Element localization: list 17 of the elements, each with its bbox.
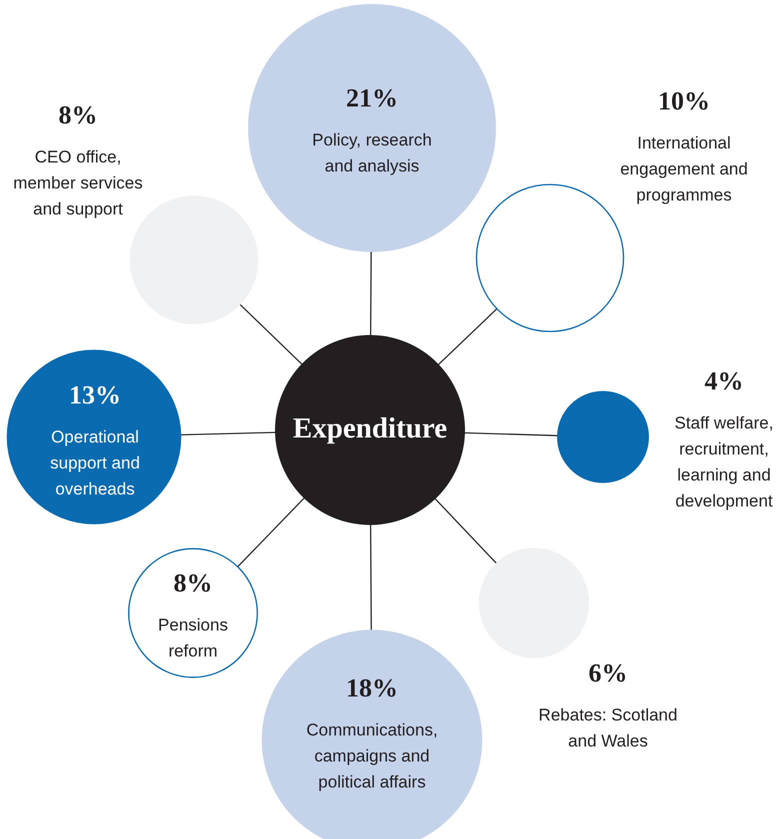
data-label: 18% [346, 674, 398, 703]
category-label: International engagement and programmes [620, 134, 748, 205]
data-label: 13% [69, 380, 121, 410]
category-label: Communications, campaigns and political affairs [306, 720, 438, 792]
data-label: 6% [588, 658, 628, 688]
category-label: Rebates: Scotland and Wales [538, 706, 678, 751]
category-label: Pensions reform [158, 616, 228, 661]
data-label: 8% [58, 100, 98, 130]
data-label: 21% [346, 84, 398, 113]
data-label: 10% [658, 86, 710, 116]
data-label: 8% [174, 568, 212, 598]
category-label: Policy, research and analysis [312, 130, 432, 176]
text: Expenditure [292, 412, 448, 444]
data-label: 4% [704, 366, 744, 396]
category-label: Operational support and overheads [50, 428, 140, 499]
category-label: Staff welfare, recruitment, learning and development [674, 414, 774, 511]
category-label: CEO office, member services and support [13, 148, 143, 219]
